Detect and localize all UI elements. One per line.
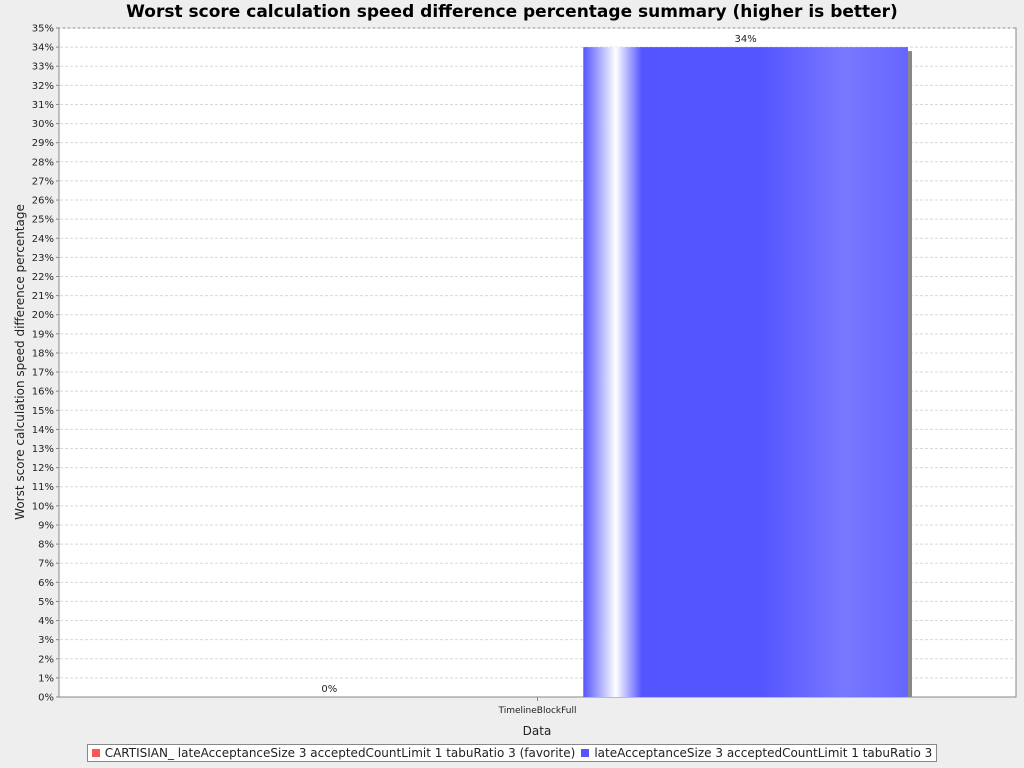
legend-label: CARTISIAN_ lateAcceptanceSize 3 accepted… [104,746,576,760]
y-tick-label: 15% [32,406,54,417]
x-axis: TimelineBlockFull [498,697,577,716]
y-tick-label: 5% [38,597,54,608]
y-tick-label: 10% [32,501,54,512]
y-tick-label: 16% [32,387,54,398]
y-tick-label: 0% [38,693,54,704]
legend: CARTISIAN_ lateAcceptanceSize 3 accepted… [0,744,1024,762]
legend-item: CARTISIAN_ lateAcceptanceSize 3 accepted… [91,746,576,760]
y-axis: 0% 1% 2% 3% 4% 5% 6% 7% 8% 9% 10% 11% 12% 13% 14% 15% 16… [32,24,59,704]
legend-item: lateAcceptanceSize 3 acceptedCountLimit … [581,746,932,760]
y-tick-label: 27% [32,176,54,187]
y-tick-label: 24% [32,234,54,245]
y-tick-label: 18% [32,348,54,359]
y-tick-label: 12% [32,463,54,474]
y-tick-label: 30% [32,119,54,130]
y-tick-label: 29% [32,138,54,149]
y-tick-label: 17% [32,368,54,379]
y-tick-label: 2% [38,654,54,665]
y-tick-label: 9% [38,520,54,531]
y-tick-label: 8% [38,540,54,551]
bars: 0% 34% [321,34,913,698]
y-tick-label: 25% [32,215,54,226]
legend-swatch [91,749,100,757]
y-tick-label: 35% [32,24,54,35]
y-tick-label: 23% [32,253,54,264]
y-tick-label: 1% [38,673,54,684]
y-tick-label: 31% [32,100,54,111]
legend-swatch [581,749,590,757]
y-tick-label: 26% [32,196,54,207]
y-tick-label: 11% [32,482,54,493]
y-axis-title: Worst score calculation speed difference… [13,204,27,520]
y-tick-label: 33% [32,62,54,73]
x-tick-label: TimelineBlockFull [498,706,577,716]
y-tick-label: 6% [38,578,54,589]
bar-1 [583,47,909,698]
legend-label: lateAcceptanceSize 3 acceptedCountLimit … [594,746,933,760]
y-tick-label: 13% [32,444,54,455]
legend-box: CARTISIAN_ lateAcceptanceSize 3 accepted… [86,744,938,762]
chart-title: Worst score calculation speed difference… [126,2,898,22]
y-tick-label: 28% [32,157,54,168]
y-tick-label: 34% [32,43,54,54]
y-tick-label: 19% [32,329,54,340]
bar-value-label: 0% [321,684,337,695]
bar-value-label: 34% [735,34,757,45]
y-tick-label: 4% [38,616,54,627]
y-tick-label: 20% [32,310,54,321]
y-tick-label: 7% [38,559,54,570]
y-tick-label: 32% [32,81,54,92]
y-tick-label: 3% [38,635,54,646]
y-tick-label: 14% [32,425,54,436]
x-axis-title: Data [523,724,552,738]
y-tick-label: 22% [32,272,54,283]
y-tick-label: 21% [32,291,54,302]
